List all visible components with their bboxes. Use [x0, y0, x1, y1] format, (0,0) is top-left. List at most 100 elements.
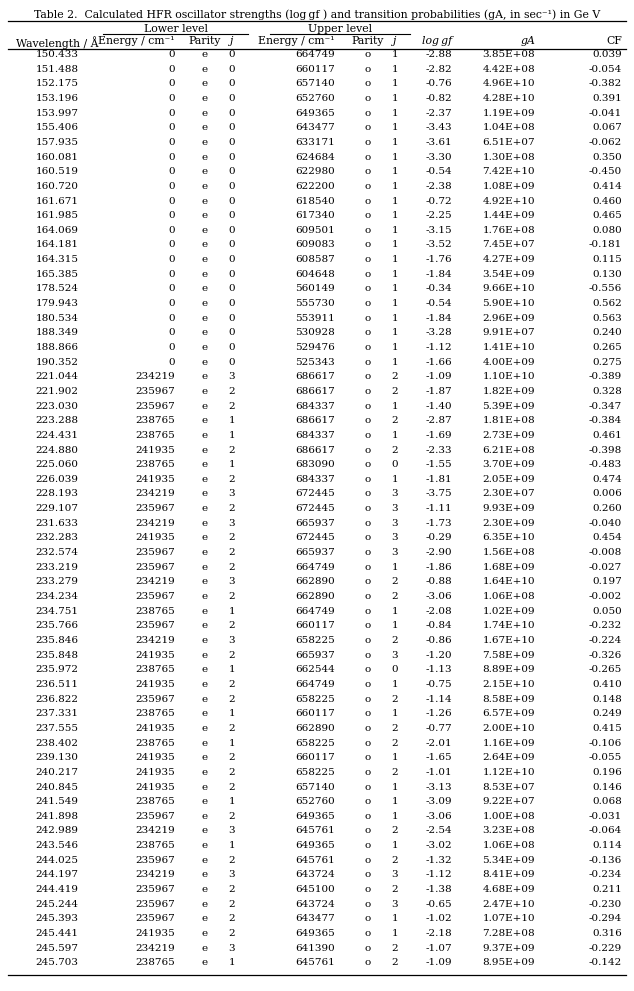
- Text: 3: 3: [229, 870, 235, 879]
- Text: 2: 2: [392, 386, 398, 396]
- Text: 0.240: 0.240: [592, 328, 622, 337]
- Text: 9.37E+09: 9.37E+09: [482, 943, 535, 952]
- Text: 0: 0: [169, 343, 175, 352]
- Text: -0.027: -0.027: [589, 563, 622, 572]
- Text: 0.410: 0.410: [592, 680, 622, 689]
- Text: 229.107: 229.107: [36, 504, 79, 513]
- Text: -3.13: -3.13: [425, 783, 452, 792]
- Text: 241935: 241935: [135, 680, 175, 689]
- Text: log gf: log gf: [422, 36, 452, 46]
- Text: -0.82: -0.82: [425, 94, 452, 103]
- Text: 235967: 235967: [135, 386, 175, 396]
- Text: 622980: 622980: [295, 167, 335, 176]
- Text: 1: 1: [392, 563, 398, 572]
- Text: 649365: 649365: [295, 812, 335, 821]
- Text: 664749: 664749: [295, 50, 335, 59]
- Text: 235967: 235967: [135, 900, 175, 909]
- Text: 672445: 672445: [295, 490, 335, 498]
- Text: -0.54: -0.54: [425, 167, 452, 176]
- Text: 244.197: 244.197: [36, 870, 79, 879]
- Text: 1: 1: [392, 226, 398, 235]
- Text: -0.055: -0.055: [589, 753, 622, 762]
- Text: 2: 2: [229, 856, 235, 865]
- Text: 3: 3: [229, 373, 235, 382]
- Text: 2.47E+10: 2.47E+10: [482, 900, 535, 909]
- Text: 0: 0: [229, 109, 235, 118]
- Text: e: e: [202, 109, 208, 118]
- Text: 0.130: 0.130: [592, 270, 622, 278]
- Text: 234219: 234219: [135, 519, 175, 528]
- Text: 164.315: 164.315: [36, 255, 79, 264]
- Text: 683090: 683090: [295, 460, 335, 469]
- Text: 3: 3: [229, 636, 235, 645]
- Text: 672445: 672445: [295, 504, 335, 513]
- Text: 2: 2: [392, 592, 398, 602]
- Text: 241935: 241935: [135, 768, 175, 777]
- Text: 241935: 241935: [135, 723, 175, 733]
- Text: e: e: [202, 885, 208, 894]
- Text: o: o: [365, 167, 371, 176]
- Text: -1.76: -1.76: [425, 255, 452, 264]
- Text: 164.181: 164.181: [36, 241, 79, 250]
- Text: 8.53E+07: 8.53E+07: [482, 783, 535, 792]
- Text: 244.025: 244.025: [36, 856, 79, 865]
- Text: e: e: [202, 284, 208, 293]
- Text: 643477: 643477: [295, 915, 335, 924]
- Text: 2: 2: [392, 738, 398, 747]
- Text: e: e: [202, 153, 208, 162]
- Text: 1: 1: [392, 475, 398, 484]
- Text: 658225: 658225: [295, 636, 335, 645]
- Text: 2.96E+09: 2.96E+09: [482, 314, 535, 323]
- Text: 0: 0: [169, 196, 175, 205]
- Text: 235967: 235967: [135, 812, 175, 821]
- Text: 641390: 641390: [295, 943, 335, 952]
- Text: 1.04E+08: 1.04E+08: [482, 123, 535, 132]
- Text: -0.54: -0.54: [425, 299, 452, 308]
- Text: o: o: [365, 680, 371, 689]
- Text: 1: 1: [392, 915, 398, 924]
- Text: 2: 2: [229, 783, 235, 792]
- Text: 2: 2: [392, 723, 398, 733]
- Text: 1: 1: [392, 314, 398, 323]
- Text: -3.61: -3.61: [425, 138, 452, 147]
- Text: 2: 2: [229, 401, 235, 410]
- Text: -3.30: -3.30: [425, 153, 452, 162]
- Text: -0.65: -0.65: [425, 900, 452, 909]
- Text: 0.460: 0.460: [592, 196, 622, 205]
- Text: 238765: 238765: [135, 958, 175, 967]
- Text: -0.265: -0.265: [589, 665, 622, 674]
- Text: 1: 1: [392, 94, 398, 103]
- Text: o: o: [365, 94, 371, 103]
- Text: -0.232: -0.232: [589, 621, 622, 630]
- Text: 0: 0: [169, 226, 175, 235]
- Text: 224.431: 224.431: [36, 431, 79, 440]
- Text: 1: 1: [392, 123, 398, 132]
- Text: o: o: [365, 710, 371, 718]
- Text: -1.86: -1.86: [425, 563, 452, 572]
- Text: 525343: 525343: [295, 358, 335, 367]
- Text: 0.454: 0.454: [592, 533, 622, 542]
- Text: 153.997: 153.997: [36, 109, 79, 118]
- Text: 0.114: 0.114: [592, 841, 622, 850]
- Text: 1: 1: [229, 841, 235, 850]
- Text: 2: 2: [392, 856, 398, 865]
- Text: 0.391: 0.391: [592, 94, 622, 103]
- Text: 0: 0: [229, 284, 235, 293]
- Text: o: o: [365, 314, 371, 323]
- Text: e: e: [202, 182, 208, 191]
- Text: o: o: [365, 182, 371, 191]
- Text: 645761: 645761: [295, 826, 335, 835]
- Text: 2.73E+09: 2.73E+09: [482, 431, 535, 440]
- Text: 179.943: 179.943: [36, 299, 79, 308]
- Text: o: o: [365, 475, 371, 484]
- Text: -0.294: -0.294: [589, 915, 622, 924]
- Text: -2.82: -2.82: [425, 64, 452, 73]
- Text: 0.474: 0.474: [592, 475, 622, 484]
- Text: o: o: [365, 563, 371, 572]
- Text: 658225: 658225: [295, 695, 335, 704]
- Text: 618540: 618540: [295, 196, 335, 205]
- Text: e: e: [202, 606, 208, 615]
- Text: o: o: [365, 226, 371, 235]
- Text: 662890: 662890: [295, 578, 335, 587]
- Text: 0: 0: [229, 211, 235, 220]
